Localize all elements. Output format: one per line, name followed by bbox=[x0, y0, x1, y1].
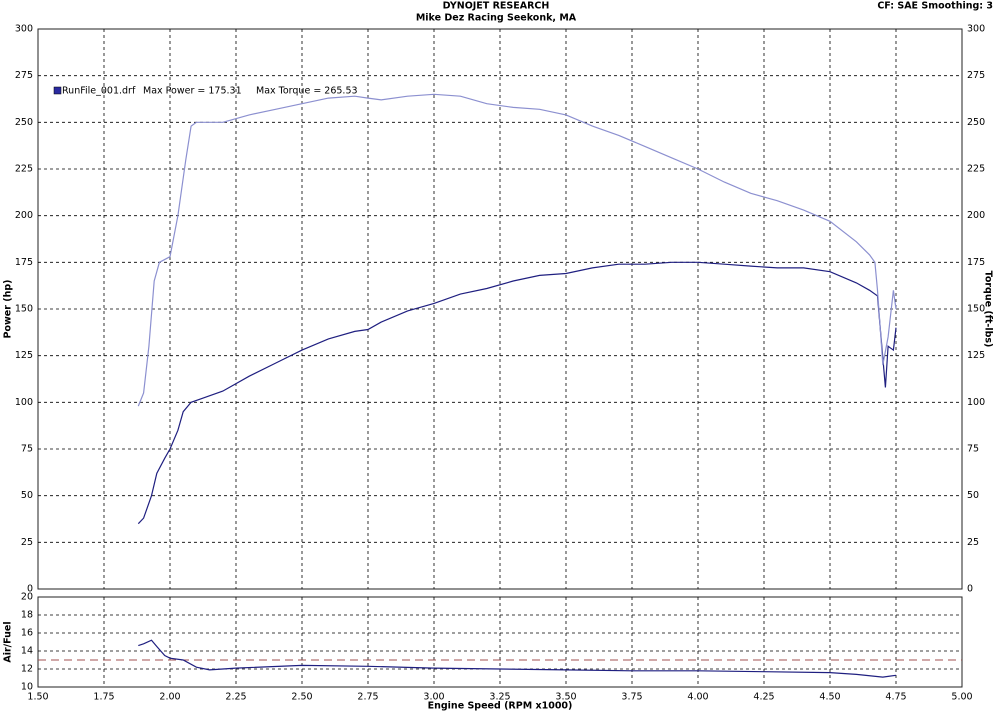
x-tick-label: 1.75 bbox=[93, 692, 114, 703]
x-axis-label: Engine Speed (RPM x1000) bbox=[428, 701, 573, 712]
y2-tick-label: 0 bbox=[967, 584, 973, 595]
y2-axis-label: Torque (ft-lbs) bbox=[983, 271, 994, 348]
x-tick-label: 3.25 bbox=[489, 692, 510, 703]
x-tick-label: 2.75 bbox=[357, 692, 378, 703]
legend-label: RunFile_001.drf bbox=[62, 86, 136, 97]
y-tick-label: 150 bbox=[15, 304, 33, 315]
y-tick-label: 200 bbox=[15, 210, 33, 221]
settings-text: CF: SAE Smoothing: 3 bbox=[877, 1, 993, 12]
legend-swatch bbox=[53, 86, 62, 95]
y-axis-label: Power (hp) bbox=[3, 280, 14, 339]
chart-title: DYNOJET RESEARCH bbox=[443, 1, 550, 12]
y-tick-label: 50 bbox=[21, 490, 33, 501]
y-tick-label: 14 bbox=[21, 646, 33, 657]
y2-tick-label: 225 bbox=[967, 164, 985, 175]
y2-tick-label: 125 bbox=[967, 350, 985, 361]
x-tick-label: 2.50 bbox=[291, 692, 312, 703]
x-tick-label: 5.00 bbox=[951, 692, 972, 703]
y2-tick-label: 100 bbox=[967, 397, 985, 408]
y2-tick-label: 300 bbox=[967, 24, 985, 35]
y-tick-label: 25 bbox=[21, 537, 33, 548]
y2-tick-label: 175 bbox=[967, 257, 985, 268]
y-tick-label: 250 bbox=[15, 117, 33, 128]
y-tick-label: 10 bbox=[21, 682, 33, 693]
series-line bbox=[137, 261, 897, 525]
y-tick-label: 16 bbox=[21, 628, 33, 639]
y-tick-label: 75 bbox=[21, 444, 33, 455]
x-tick-label: 3.00 bbox=[423, 692, 444, 703]
y-tick-label: 0 bbox=[27, 584, 33, 595]
y-tick-label: 100 bbox=[15, 397, 33, 408]
y-tick-label: 275 bbox=[15, 70, 33, 81]
x-tick-label: 2.25 bbox=[225, 692, 246, 703]
series-line bbox=[138, 639, 897, 678]
y2-tick-label: 150 bbox=[967, 304, 985, 315]
y-tick-label: 125 bbox=[15, 350, 33, 361]
chart-subtitle: Mike Dez Racing Seekonk, MA bbox=[416, 13, 577, 24]
y-tick-label: 12 bbox=[21, 664, 33, 675]
y2-tick-label: 75 bbox=[967, 444, 979, 455]
x-tick-label: 4.75 bbox=[885, 692, 906, 703]
x-tick-label: 2.00 bbox=[159, 692, 180, 703]
y-tick-label: 225 bbox=[15, 164, 33, 175]
y2-tick-label: 250 bbox=[967, 117, 985, 128]
y-tick-label: 300 bbox=[15, 24, 33, 35]
y-tick-label: 18 bbox=[21, 610, 33, 621]
y2-tick-label: 50 bbox=[967, 490, 979, 501]
y2-tick-label: 275 bbox=[967, 70, 985, 81]
y-tick-label: 175 bbox=[15, 257, 33, 268]
y2-tick-label: 25 bbox=[967, 537, 979, 548]
y-tick-label: 20 bbox=[21, 592, 33, 603]
legend-annotation: Max Torque = 265.53 bbox=[256, 86, 358, 97]
x-tick-label: 4.00 bbox=[687, 692, 708, 703]
x-tick-label: 4.50 bbox=[819, 692, 840, 703]
x-tick-label: 4.25 bbox=[753, 692, 774, 703]
x-tick-label: 3.75 bbox=[621, 692, 642, 703]
af-axis-label: Air/Fuel bbox=[3, 621, 14, 662]
y2-tick-label: 200 bbox=[967, 210, 985, 221]
x-tick-label: 1.50 bbox=[27, 692, 48, 703]
x-tick-label: 3.50 bbox=[555, 692, 576, 703]
series-line bbox=[137, 93, 897, 407]
legend-annotation: Max Power = 175.31 bbox=[143, 86, 242, 97]
